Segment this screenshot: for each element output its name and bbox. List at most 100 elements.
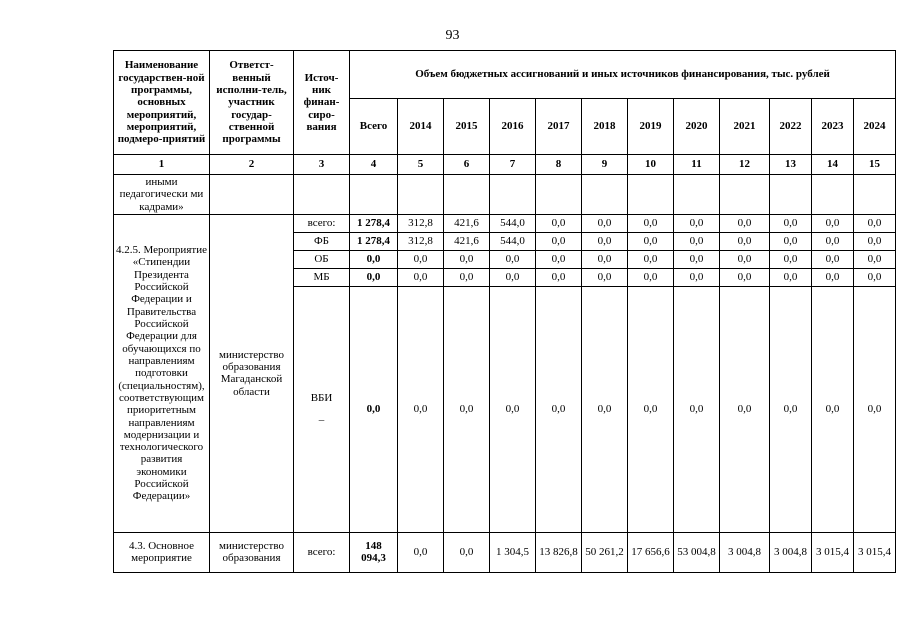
executor-cell: министерство образования bbox=[209, 531, 294, 573]
value-cell: 17 656,6 bbox=[627, 531, 674, 573]
value-cell: 3 004,8 bbox=[769, 531, 812, 573]
row-4-3-total: 4.3. Основное мероприятие министерство о… bbox=[113, 531, 897, 573]
empty-cell bbox=[719, 174, 770, 215]
header-row-years: Всего 2014 2015 2016 2017 2018 2019 2020 2021 202… bbox=[114, 98, 897, 155]
budget-table: Наименование государствен-ной программы,… bbox=[113, 50, 897, 573]
value-cell: 0,0 bbox=[581, 231, 628, 251]
row-4-2-5-mb: МБ 0,0 0,0 0,0 0,0 0,0 0,0 0,0 0,0 0,0 0,0 0,0 0,0 bbox=[114, 267, 897, 287]
value-cell: 0,0 bbox=[673, 285, 720, 533]
value-cell: 3 015,4 bbox=[852, 531, 897, 573]
value-cell: 0,0 bbox=[852, 231, 897, 251]
value-cell: 0,0 bbox=[443, 285, 490, 533]
value-cell: 0,0 bbox=[769, 267, 812, 287]
value-cell: 0,0 bbox=[769, 231, 812, 251]
empty-cell bbox=[852, 174, 897, 215]
value-cell: 0,0 bbox=[673, 267, 720, 287]
column-number: 15 bbox=[852, 154, 897, 175]
year-column-header: 2016 bbox=[489, 98, 536, 155]
value-cell: 1 278,4 bbox=[349, 231, 398, 251]
column-number: 13 bbox=[769, 154, 812, 175]
year-column-header: Всего bbox=[349, 98, 398, 155]
value-cell: 0,0 bbox=[443, 249, 490, 269]
value-cell: 312,8 bbox=[397, 231, 444, 251]
value-cell: 0,0 bbox=[581, 249, 628, 269]
value-cell: 0,0 bbox=[852, 267, 897, 287]
value-cell: 0,0 bbox=[811, 267, 854, 287]
value-cell: 0,0 bbox=[535, 213, 582, 233]
value-cell: 0,0 bbox=[489, 267, 536, 287]
empty-cell bbox=[811, 174, 854, 215]
value-cell: 0,0 bbox=[397, 267, 444, 287]
value-cell: 0,0 bbox=[719, 267, 770, 287]
value-cell: 3 004,8 bbox=[719, 531, 770, 573]
empty-cell bbox=[397, 174, 444, 215]
column-number: 1 bbox=[113, 154, 210, 175]
value-cell: 0,0 bbox=[627, 285, 674, 533]
column-number: 8 bbox=[535, 154, 582, 175]
value-cell: 0,0 bbox=[627, 231, 674, 251]
column-number: 14 bbox=[811, 154, 854, 175]
empty-cell bbox=[673, 174, 720, 215]
row-4-2-5-vbi: ВБИ – 0,0 0,0 0,0 0,0 0,0 0,0 0,0 0,0 0,0 0,0 0,0 0… bbox=[114, 285, 897, 533]
value-cell: 0,0 bbox=[852, 249, 897, 269]
source-cell: всего: bbox=[293, 213, 350, 233]
value-cell: 3 015,4 bbox=[811, 531, 854, 573]
value-cell: 0,0 bbox=[349, 249, 398, 269]
value-cell: 312,8 bbox=[397, 213, 444, 233]
column-number: 6 bbox=[443, 154, 490, 175]
value-cell: 0,0 bbox=[852, 213, 897, 233]
year-column-header: 2017 bbox=[535, 98, 582, 155]
value-cell: 0,0 bbox=[349, 285, 398, 533]
value-cell: 0,0 bbox=[852, 285, 897, 533]
program-continuation-cell: иными педагогически ми кадрами» bbox=[113, 174, 210, 215]
value-cell: 0,0 bbox=[811, 285, 854, 533]
empty-cell bbox=[349, 174, 398, 215]
row-4-2-5-ob: ОБ 0,0 0,0 0,0 0,0 0,0 0,0 0,0 0,0 0,0 0,0 0,0 0,0 bbox=[114, 249, 897, 269]
value-cell: 0,0 bbox=[581, 285, 628, 533]
year-column-header: 2015 bbox=[443, 98, 490, 155]
column-number: 12 bbox=[719, 154, 770, 175]
value-cell: 0,0 bbox=[769, 249, 812, 269]
empty-cell bbox=[293, 174, 350, 215]
value-cell: 0,0 bbox=[811, 213, 854, 233]
page-number: 93 bbox=[445, 28, 460, 43]
value-cell: 0,0 bbox=[489, 285, 536, 533]
empty-cell bbox=[769, 174, 812, 215]
value-cell: 0,0 bbox=[397, 285, 444, 533]
row-4-2-5-total: 4.2.5. Мероприятие «Стипендии Президента… bbox=[113, 213, 897, 533]
program-name-cell: 4.2.5. Мероприятие «Стипендии Президента… bbox=[113, 213, 210, 533]
source-cell: ВБИ – bbox=[293, 285, 350, 533]
value-cell: 0,0 bbox=[489, 249, 536, 269]
header-row-column-numbers: 1 2 3 4 5 6 7 8 9 10 11 12 13 14 15 bbox=[113, 154, 897, 175]
value-cell: 0,0 bbox=[811, 249, 854, 269]
executor-cell: министерство образования Магаданской обл… bbox=[209, 213, 294, 533]
year-column-header: 2022 bbox=[769, 98, 812, 155]
value-cell: 0,0 bbox=[627, 249, 674, 269]
value-cell: 0,0 bbox=[627, 267, 674, 287]
value-cell: 0,0 bbox=[719, 231, 770, 251]
year-column-header: 2014 bbox=[397, 98, 444, 155]
source-cell: МБ bbox=[293, 267, 350, 287]
year-column-header: 2021 bbox=[719, 98, 770, 155]
value-cell: 0,0 bbox=[673, 249, 720, 269]
empty-cell bbox=[581, 174, 628, 215]
empty-cell bbox=[209, 174, 294, 215]
value-cell: 0,0 bbox=[719, 213, 770, 233]
year-column-header: 2018 bbox=[581, 98, 628, 155]
continuation-row: иными педагогически ми кадрами» bbox=[113, 174, 897, 215]
value-cell: 0,0 bbox=[535, 249, 582, 269]
value-cell: 0,0 bbox=[535, 267, 582, 287]
value-cell: 544,0 bbox=[489, 213, 536, 233]
header-executor-column: Ответст-венный исполни-тель, участник го… bbox=[209, 50, 294, 155]
value-cell: 0,0 bbox=[769, 285, 812, 533]
column-number: 5 bbox=[397, 154, 444, 175]
source-cell: всего: bbox=[293, 531, 350, 573]
value-cell: 0,0 bbox=[535, 285, 582, 533]
value-cell: 50 261,2 bbox=[581, 531, 628, 573]
empty-cell bbox=[489, 174, 536, 215]
column-number: 11 bbox=[673, 154, 720, 175]
header-row-main: Наименование государствен-ной программы,… bbox=[113, 50, 897, 155]
program-name-cell: 4.3. Основное мероприятие bbox=[113, 531, 210, 573]
value-cell: 0,0 bbox=[349, 267, 398, 287]
